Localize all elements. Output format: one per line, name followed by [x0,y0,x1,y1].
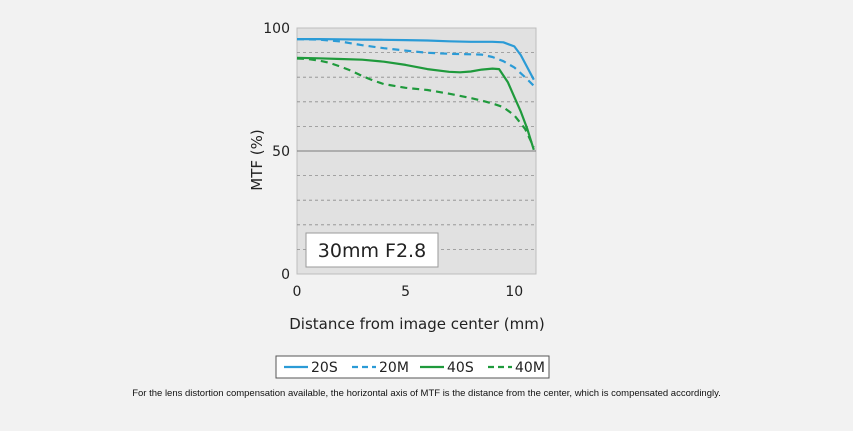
grid-lines [297,52,536,250]
legend-label: 40M [515,360,545,376]
legend-label: 20M [379,360,409,376]
lens-label-box: 30mm F2.8 [305,232,439,268]
x-axis-title: Distance from image center (mm) [289,315,544,333]
series-line-20M [296,38,535,87]
series-line-40S [296,56,535,151]
lens-label: 30mm F2.8 [318,240,426,262]
legend-box [275,355,550,379]
y-tick-labels: 0 50 100 [263,21,290,283]
series-line-20S [297,37,535,81]
y-tick-label: 0 [281,267,290,283]
y-tick-label: 100 [263,21,290,37]
x-tick-labels: 0 5 10 [293,284,524,300]
y-tick-label: 50 [272,144,290,160]
x-tick-label: 5 [401,284,410,300]
x-tick-label: 10 [505,284,523,300]
legend: 20S 20M 40S 40M [275,355,550,379]
legend-label: 40S [447,360,474,376]
series-lines [296,37,535,151]
x-tick-label: 0 [293,284,302,300]
y-axis-title: MTF (%) [248,129,266,190]
legend-label: 20S [311,360,338,376]
footnote: For the lens distortion compensation ava… [132,388,721,399]
legend-items: 20S 20M 40S 40M [284,360,545,376]
series-line-40M [296,57,535,148]
